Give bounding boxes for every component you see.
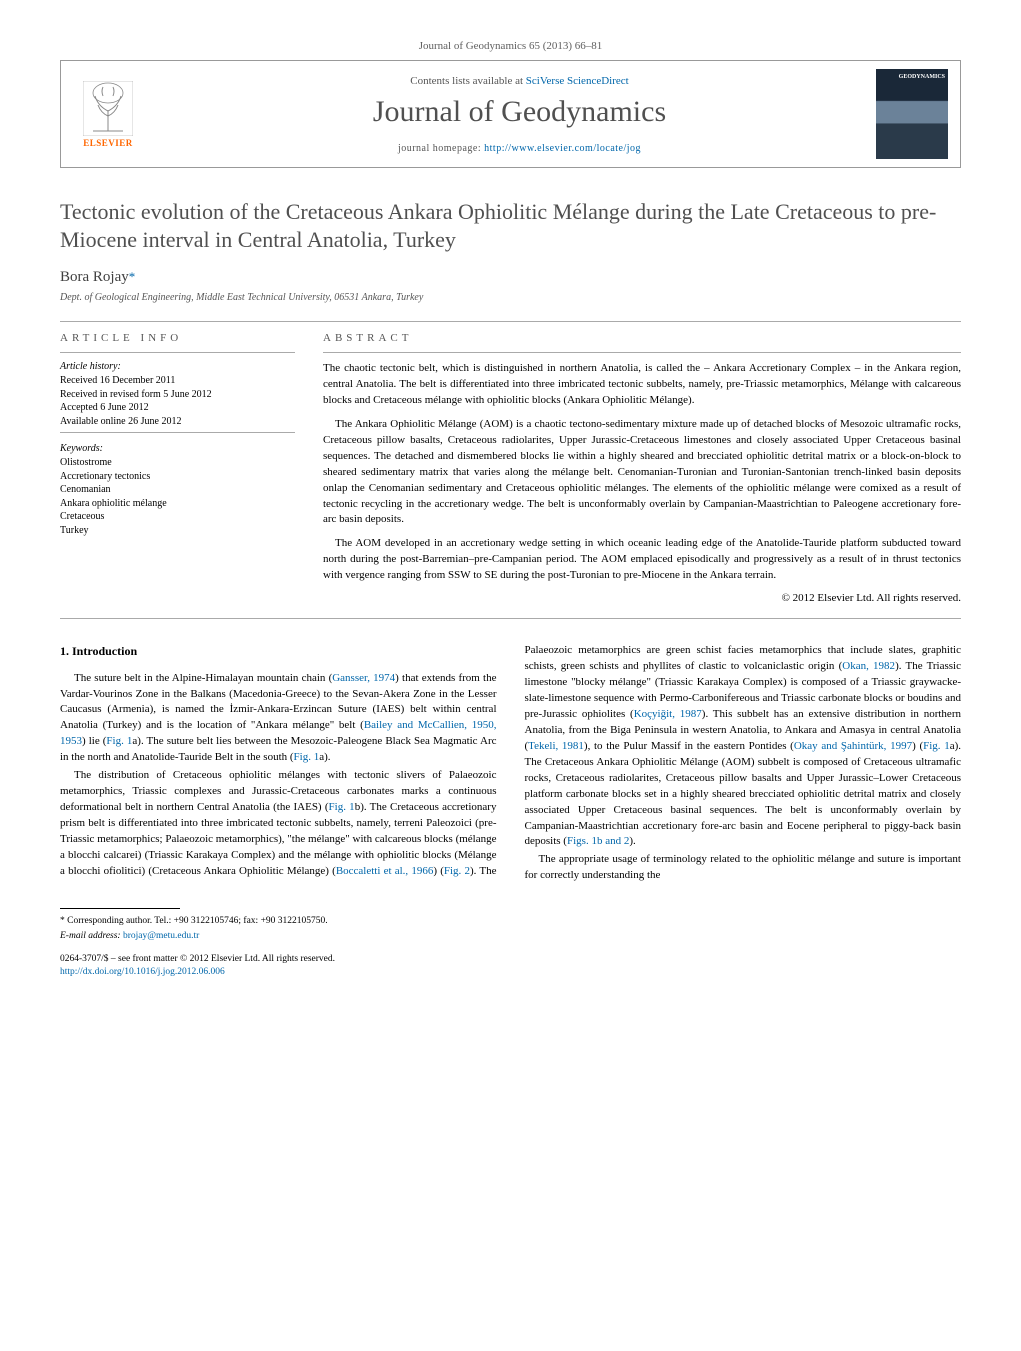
- citation-link[interactable]: Boccaletti et al., 1966: [336, 865, 434, 877]
- keywords-label: Keywords:: [60, 443, 295, 454]
- doi-block: 0264-3707/$ – see front matter © 2012 El…: [60, 953, 961, 979]
- homepage-line: journal homepage: http://www.elsevier.co…: [163, 143, 876, 154]
- citation-link[interactable]: Okay and Şahintürk, 1997: [794, 740, 912, 752]
- abstract-column: abstract The chaotic tectonic belt, whic…: [323, 332, 961, 604]
- contents-line: Contents lists available at SciVerse Sci…: [163, 75, 876, 87]
- text-run: ) lie (: [82, 735, 106, 747]
- author-text: Bora Rojay: [60, 269, 129, 285]
- body-text: 1. Introduction The suture belt in the A…: [60, 643, 961, 884]
- history-item: Available online 26 June 2012: [60, 415, 295, 429]
- affiliation: Dept. of Geological Engineering, Middle …: [60, 292, 961, 303]
- article-info-column: article info Article history: Received 1…: [60, 332, 295, 604]
- corresponding-footnote: * Corresponding author. Tel.: +90 312210…: [60, 915, 961, 928]
- doi-link[interactable]: http://dx.doi.org/10.1016/j.jog.2012.06.…: [60, 966, 961, 979]
- body-para: The appropriate usage of terminology rel…: [525, 852, 962, 884]
- running-head: Journal of Geodynamics 65 (2013) 66–81: [60, 40, 961, 52]
- keyword: Cenomanian: [60, 483, 295, 497]
- text-run: a).: [319, 751, 330, 763]
- footnote-rule: [60, 908, 180, 909]
- history-label: Article history:: [60, 361, 295, 372]
- keyword: Cretaceous: [60, 510, 295, 524]
- abstract-para: The AOM developed in an accretionary wed…: [323, 536, 961, 584]
- keyword: Ankara ophiolitic mélange: [60, 497, 295, 511]
- divider: [60, 432, 295, 433]
- section-title: Introduction: [72, 644, 137, 658]
- divider: [60, 352, 295, 353]
- abstract-para: The chaotic tectonic belt, which is dist…: [323, 361, 961, 409]
- email-label: E-mail address:: [60, 931, 123, 941]
- figure-link[interactable]: Fig. 1: [329, 801, 355, 813]
- journal-name: Journal of Geodynamics: [163, 95, 876, 129]
- issn-line: 0264-3707/$ – see front matter © 2012 El…: [60, 953, 961, 966]
- sciencedirect-link[interactable]: SciVerse ScienceDirect: [526, 75, 629, 87]
- info-abstract-row: article info Article history: Received 1…: [60, 332, 961, 604]
- history-item: Received in revised form 5 June 2012: [60, 388, 295, 402]
- divider: [60, 618, 961, 619]
- email-footnote: E-mail address: brojay@metu.edu.tr: [60, 930, 961, 943]
- abstract-heading: abstract: [323, 332, 961, 344]
- header-center: Contents lists available at SciVerse Sci…: [163, 75, 876, 154]
- body-para: The suture belt in the Alpine-Himalayan …: [60, 671, 497, 767]
- abstract-para: The Ankara Ophiolitic Mélange (AOM) is a…: [323, 417, 961, 529]
- cover-label: GEODYNAMICS: [879, 74, 945, 80]
- contents-prefix: Contents lists available at: [410, 75, 525, 87]
- journal-header-box: ELSEVIER Contents lists available at Sci…: [60, 60, 961, 168]
- text-run: ).: [629, 835, 635, 847]
- author-name: Bora Rojay*: [60, 269, 961, 286]
- figure-link[interactable]: Figs. 1b and 2: [567, 835, 629, 847]
- keyword: Accretionary tectonics: [60, 470, 295, 484]
- history-item: Accepted 6 June 2012: [60, 401, 295, 415]
- text-run: The suture belt in the Alpine-Himalayan …: [74, 672, 332, 684]
- copyright: © 2012 Elsevier Ltd. All rights reserved…: [323, 592, 961, 604]
- homepage-prefix: journal homepage:: [398, 143, 484, 154]
- keyword: Turkey: [60, 524, 295, 538]
- citation-link[interactable]: Gansser, 1974: [332, 672, 395, 684]
- text-run: ), to the Pulur Massif in the eastern Po…: [584, 740, 794, 752]
- citation-link[interactable]: Tekeli, 1981: [528, 740, 584, 752]
- figure-link[interactable]: Fig. 2: [444, 865, 470, 877]
- citation-link[interactable]: Okan, 1982: [842, 660, 895, 672]
- figure-link[interactable]: Fig. 1: [106, 735, 132, 747]
- section-number: 1.: [60, 644, 69, 658]
- journal-cover-thumbnail: GEODYNAMICS: [876, 69, 948, 159]
- figure-link[interactable]: Fig. 1: [923, 740, 950, 752]
- divider: [60, 321, 961, 322]
- history-item: Received 16 December 2011: [60, 374, 295, 388]
- elsevier-tree-icon: [83, 81, 133, 136]
- email-link[interactable]: brojay@metu.edu.tr: [123, 931, 199, 941]
- article-title: Tectonic evolution of the Cretaceous Ank…: [60, 198, 961, 253]
- publisher-name: ELSEVIER: [83, 138, 133, 148]
- publisher-logo: ELSEVIER: [73, 74, 143, 154]
- figure-link[interactable]: Fig. 1: [294, 751, 320, 763]
- corresponding-mark: *: [129, 269, 136, 284]
- text-run: a). The Cretaceous Ankara Ophiolitic Mél…: [525, 740, 962, 848]
- keyword: Olistostrome: [60, 456, 295, 470]
- homepage-link[interactable]: http://www.elsevier.com/locate/jog: [484, 143, 641, 154]
- section-heading: 1. Introduction: [60, 643, 497, 660]
- text-run: ) (: [912, 740, 923, 752]
- divider: [323, 352, 961, 353]
- citation-link[interactable]: Koçyiğit, 1987: [634, 708, 702, 720]
- article-info-heading: article info: [60, 332, 295, 344]
- text-run: ) (: [433, 865, 444, 877]
